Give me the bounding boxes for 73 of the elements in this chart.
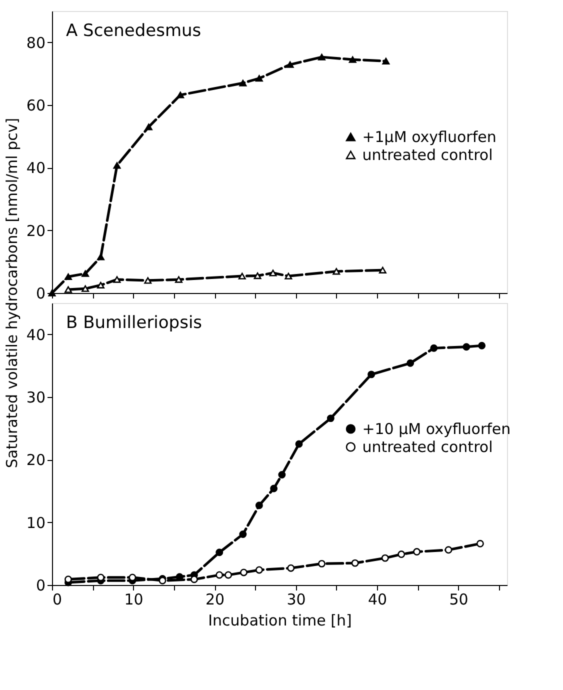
point [398,550,406,558]
legend-label: +1µM oxyfluorfen [362,128,496,146]
point [318,54,326,60]
point [270,484,278,492]
x-tick-label: 10 [124,590,144,608]
y-tick-label: 60 [26,96,46,114]
x-tick-label: 30 [286,590,306,608]
point [406,359,414,367]
point [444,546,452,554]
y-tick-label: 0 [36,284,46,302]
point [318,560,326,568]
x-tick-label: 0 [52,590,62,608]
point [348,56,356,63]
point [175,276,182,283]
point [216,548,224,556]
x-tick-label: 50 [449,590,468,608]
point [278,470,286,478]
point [351,559,359,567]
y-tick-label: 0 [36,576,46,594]
point [113,162,121,169]
point [144,124,152,130]
point [216,571,224,579]
point [476,540,484,548]
point [238,272,246,280]
y-tick-label: 40 [26,159,46,178]
y-tick-label: 20 [26,222,46,240]
y-tick-label: 10 [26,514,46,532]
point [413,548,421,556]
point [240,568,248,576]
point [255,75,263,82]
point [332,268,340,275]
x-tick-label: 20 [205,590,225,608]
x-tick-label: 40 [368,590,388,608]
point [462,343,470,351]
point [295,440,303,448]
y-tick-label: 40 [26,326,46,344]
legend-label: untreated control [362,146,493,164]
point [254,272,262,280]
annotation: A Scenedesmus [66,21,202,41]
point [224,571,232,579]
point [286,61,294,68]
annotation: B Bumilleriopsis [66,313,202,333]
point [239,530,247,538]
point [144,277,152,284]
point [430,344,438,352]
y-tick-label: 80 [26,34,46,52]
point [378,266,386,274]
point [190,576,198,584]
point [97,254,104,260]
point [382,58,390,64]
point [478,342,486,350]
point [269,270,277,276]
legend-label: +10 µM oxyfluorfen [362,420,511,438]
x-axis-title: Incubation time [h] [208,612,352,630]
point [113,276,121,283]
point [381,554,389,562]
y-axis-title: Saturated volatile hydrocarbons [nmol/ml pcv] [3,118,21,468]
point [82,270,90,277]
y-tick-label: 30 [26,388,46,406]
point [326,414,334,422]
point [64,286,72,293]
point [239,80,247,86]
y-tick-label: 20 [26,451,46,470]
point [176,92,184,98]
point [368,370,376,378]
point [284,272,292,280]
point [255,502,263,510]
point [287,564,295,572]
point [97,282,104,288]
point [82,285,90,292]
legend-label: untreated control [362,438,493,456]
point [255,566,263,574]
point [64,273,72,280]
